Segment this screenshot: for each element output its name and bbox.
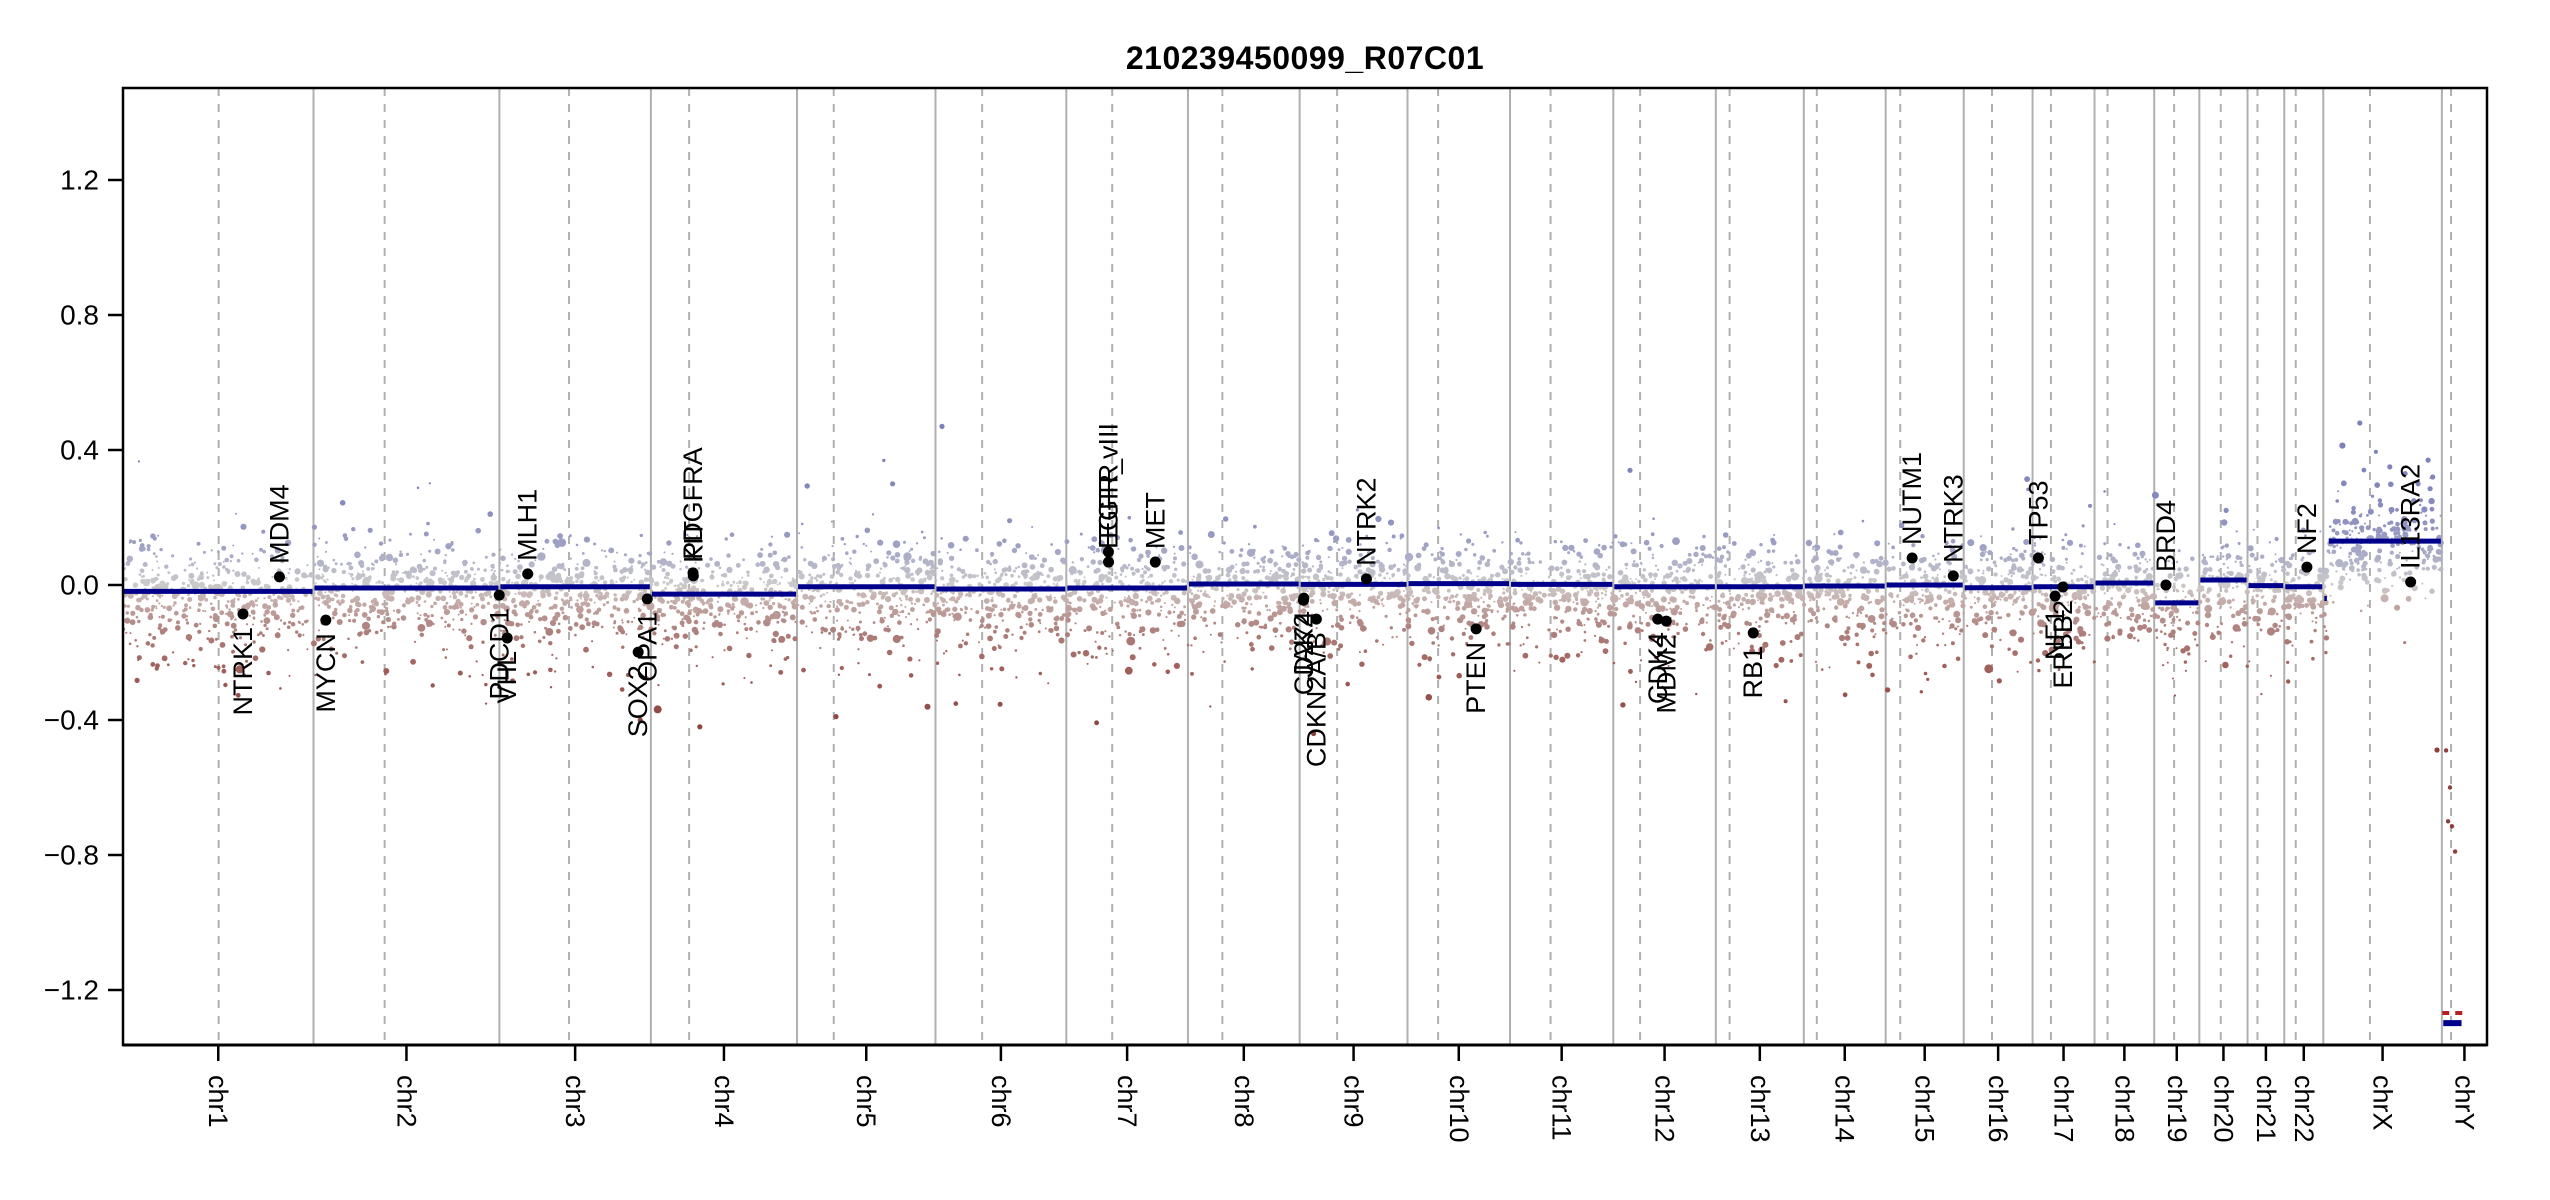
x-tick-label-chrY: chrY (2449, 1075, 2479, 1131)
x-tick-label-chr16: chr16 (1983, 1075, 2013, 1143)
gene-label-NTRK2: NTRK2 (1351, 477, 1381, 566)
gene-dot-TP53 (2032, 552, 2044, 564)
x-tick-label-chr14: chr14 (1830, 1075, 1860, 1143)
gene-dot-NF1 (2049, 590, 2061, 602)
gene-dot-EGFR (1102, 546, 1114, 558)
x-tick-label-chr10: chr10 (1444, 1075, 1474, 1143)
gene-label-RB1: RB1 (1738, 646, 1768, 699)
gene-dot-CDK4 (1652, 613, 1664, 625)
gene-label-TP53: TP53 (2023, 480, 2053, 545)
gene-dot-SOX2 (632, 646, 644, 658)
x-tick-label-chr6: chr6 (986, 1075, 1016, 1128)
plot-title: 210239450099_R07C01 (1125, 40, 1485, 76)
gene-dot-OPA1 (641, 593, 653, 605)
x-tick-label-chr21: chr21 (2251, 1075, 2281, 1143)
x-tick-label-chr20: chr20 (2208, 1075, 2238, 1143)
gene-label-CDK4: CDK4 (1643, 632, 1673, 704)
gene-label-PTEN: PTEN (1461, 642, 1491, 714)
x-tick-label-chr3: chr3 (560, 1075, 590, 1128)
gene-dot-CD274 (1298, 592, 1310, 604)
x-tick-label-chr2: chr2 (391, 1075, 421, 1128)
gene-dot-NUTM1 (1906, 552, 1918, 564)
gene-label-PDGFRA: PDGFRA (678, 447, 708, 560)
x-tick-label-chr22: chr22 (2289, 1075, 2319, 1143)
gene-dot-RB1 (1747, 627, 1759, 639)
gene-label-MLH1: MLH1 (513, 489, 543, 561)
gene-label-ERBB2: ERBB2 (2048, 600, 2078, 689)
gene-dot-EGFR_vIII (1103, 556, 1115, 568)
gene-dot-KIT (687, 570, 699, 582)
gene-label-MYCN: MYCN (311, 633, 341, 713)
y-tick-label: 0.4 (60, 435, 99, 466)
x-tick-label-chr7: chr7 (1112, 1075, 1142, 1128)
gene-label-CDKN2A/B: CDKN2A/B (1301, 632, 1331, 767)
gene-label-MET: MET (1140, 492, 1170, 549)
x-tick-label-chr11: chr11 (1547, 1075, 1577, 1141)
gene-label-OPA1: OPA1 (632, 612, 662, 682)
x-tick-label-chr13: chr13 (1745, 1075, 1775, 1143)
x-tick-label-chr12: chr12 (1650, 1075, 1680, 1143)
x-tick-label-chr5: chr5 (851, 1075, 881, 1128)
gene-dot-NF2 (2301, 561, 2313, 573)
gene-label-VHL: VHL (492, 651, 522, 704)
gene-dot-ERBB2 (2057, 581, 2069, 593)
gene-dot-MDM2 (1660, 615, 1672, 627)
gene-dot-MET (1149, 556, 1161, 568)
gene-label-NF2: NF2 (2292, 503, 2322, 554)
gene-label-SOX2: SOX2 (623, 665, 653, 737)
x-axis: chr1 chr2 chr3 chr4 chr5 chr6 chr7 chr8 chr9 chr1… (203, 1045, 2479, 1143)
gene-label-BRD4: BRD4 (2151, 500, 2181, 572)
x-tick-label-chr19: chr19 (2162, 1075, 2192, 1143)
gene-label-EGFR: EGFR (1093, 464, 1123, 539)
gene-dot-PDCD1 (493, 589, 505, 601)
gene-dot-NTRK3 (1947, 570, 1959, 582)
y-tick-label: −0.4 (44, 705, 99, 736)
x-tick-label-chr1: chr1 (203, 1075, 233, 1128)
gene-dot-BRD4 (2160, 579, 2172, 591)
axes (121, 86, 2489, 1047)
x-tick-label-chr9: chr9 (1339, 1075, 1369, 1128)
gene-label-PDCD1: PDCD1 (484, 608, 514, 700)
chromosome-gridlines (217, 88, 2453, 1045)
probe-bin-scatter-points (123, 420, 2464, 1015)
gene-dot-MDM4 (273, 571, 285, 583)
x-tick-label-chr15: chr15 (1910, 1075, 1940, 1143)
gene-label-NTRK1: NTRK1 (228, 627, 258, 716)
gene-label-NUTM1: NUTM1 (1897, 452, 1927, 545)
y-tick-label: −1.2 (44, 975, 99, 1006)
x-tick-label-chr17: chr17 (2049, 1075, 2079, 1143)
gene-label-KIT: KIT (678, 521, 708, 563)
gene-dot-VHL (501, 632, 513, 644)
gene-label-JAK2: JAK2 (1288, 613, 1318, 678)
gene-dot-NTRK1 (237, 608, 249, 620)
x-tick-label-chr18: chr18 (2109, 1075, 2139, 1143)
y-tick-label: 1.2 (60, 165, 99, 196)
gene-label-EGFR_vIII: EGFR_vIII (1094, 423, 1124, 549)
gene-label-MDM4: MDM4 (264, 484, 294, 564)
y-axis: 1.2 0.8 0.4 0.0 −0.4 −0.8 −1.2 (44, 165, 123, 1006)
gene-dot-CDKN2A/B (1310, 613, 1322, 625)
y-tick-label: −0.8 (44, 840, 99, 871)
gene-label-IL13RA2: IL13RA2 (2396, 464, 2426, 569)
gene-dot-NTRK2 (1360, 573, 1372, 585)
gene-label-NTRK3: NTRK3 (1938, 474, 1968, 563)
x-tick-label-chr8: chr8 (1229, 1075, 1259, 1128)
x-tick-label-chrX: chrX (2368, 1075, 2398, 1131)
gene-dot-MYCN (320, 614, 332, 626)
gene-label-NF1: NF1 (2040, 609, 2070, 660)
x-tick-label-chr4: chr4 (709, 1075, 739, 1128)
gene-dot-MLH1 (522, 568, 534, 580)
gene-label-MDM2: MDM2 (1651, 634, 1681, 714)
gene-label-CD274: CD274 (1289, 611, 1319, 695)
gene-dot-IL13RA2 (2405, 576, 2417, 588)
gene-dot-PTEN (1470, 623, 1482, 635)
y-tick-label: 0.8 (60, 300, 99, 331)
y-tick-label: 0.0 (60, 570, 99, 601)
cbs-segment-lines (124, 538, 2462, 1027)
